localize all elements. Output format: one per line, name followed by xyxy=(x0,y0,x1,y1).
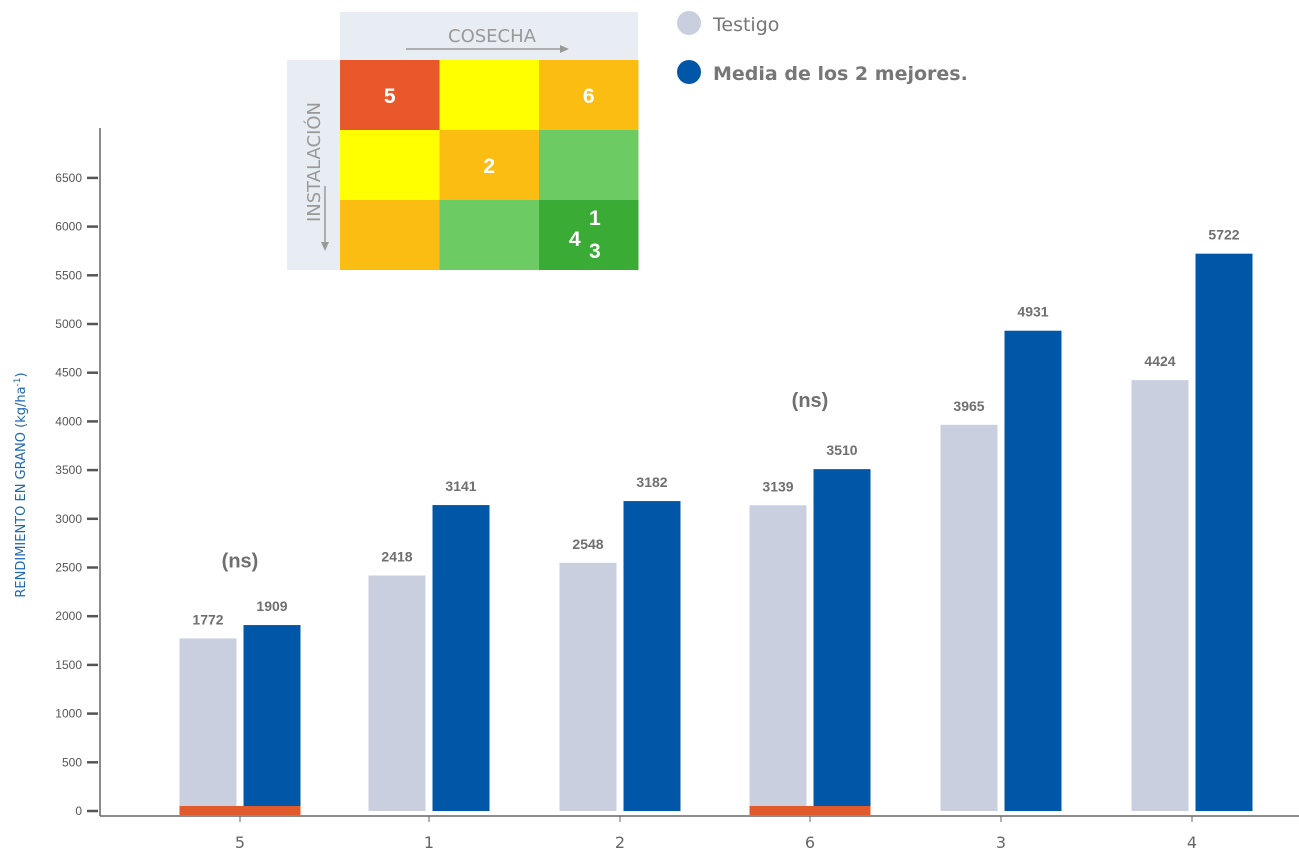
matrix-cell xyxy=(340,200,440,270)
bar-media-4 xyxy=(1195,253,1253,812)
y-tick-label: 1500 xyxy=(55,658,82,672)
value-label: 5722 xyxy=(1208,227,1239,243)
y-tick-label: 4000 xyxy=(55,414,82,428)
ns-marker xyxy=(179,806,301,815)
matrix-cell-label: 3 xyxy=(589,240,601,263)
y-tick-label: 500 xyxy=(62,755,82,769)
ns-annotation: (ns) xyxy=(792,390,829,412)
bar-testigo-5 xyxy=(179,638,237,811)
legend-label-media: Media de los 2 mejores. xyxy=(713,63,968,85)
y-tick-label: 6000 xyxy=(55,220,82,234)
matrix-cell xyxy=(340,60,440,130)
y-ticks: 0 500 1000 1500 2000 2500 3000 3500 4000 4500 5000… xyxy=(55,171,98,818)
matrix-cells: 5 6 2 41 3 xyxy=(340,60,639,270)
bar-media-5 xyxy=(243,625,301,811)
bar-media-6 xyxy=(813,469,871,811)
matrix-header-top-bg xyxy=(340,12,638,60)
matrix-cell xyxy=(439,60,539,130)
bar-media-3 xyxy=(1004,330,1062,811)
value-labels: 1772 1909 2418 3141 2548 3182 3139 3510 3965 4931… xyxy=(192,227,1239,628)
matrix-cell-label: 2 xyxy=(483,155,495,178)
y-tick-label: 1000 xyxy=(55,707,82,721)
value-label: 1772 xyxy=(192,611,223,627)
matrix-header-cosecha: COSECHA xyxy=(448,26,537,47)
bar-testigo-6 xyxy=(749,505,807,811)
bars xyxy=(179,253,1253,815)
value-label: 4931 xyxy=(1017,304,1048,320)
instalacion-arrowhead-icon xyxy=(321,242,329,251)
matrix-cell xyxy=(539,200,639,270)
x-tick-label: 1 xyxy=(424,833,434,852)
y-tick-label: 5500 xyxy=(55,268,82,282)
value-label: 4424 xyxy=(1144,353,1175,369)
value-label: 3139 xyxy=(762,478,793,494)
matrix-cell xyxy=(539,60,639,130)
y-tick-label: 3000 xyxy=(55,512,82,526)
matrix-cell-label: 6 xyxy=(583,85,595,108)
x-tick-label: 5 xyxy=(235,833,245,852)
value-label: 3141 xyxy=(445,478,476,494)
ns-annotation: (ns) xyxy=(222,551,259,573)
bar-testigo-2 xyxy=(559,562,617,811)
matrix-header-instalacion: INSTALACIÓN xyxy=(303,102,325,222)
matrix-cell-label: 4 xyxy=(569,228,581,251)
x-tick-label: 6 xyxy=(805,833,815,852)
legend: Testigo Media de los 2 mejores. xyxy=(677,11,968,85)
x-tick-label: 2 xyxy=(615,833,625,852)
matrix-cell-label: 5 xyxy=(384,85,396,108)
legend-swatch-testigo xyxy=(677,11,701,35)
y-axis-title: RENDIMIENTO EN GRANO (kg/ha-1) xyxy=(13,372,29,597)
value-label: 3510 xyxy=(826,442,857,458)
matrix-cell-label: 1 xyxy=(589,207,601,230)
matrix-cell xyxy=(539,130,639,200)
bar-media-1 xyxy=(432,505,490,811)
bar-testigo-1 xyxy=(368,575,426,811)
value-label: 3182 xyxy=(636,474,667,490)
value-label: 3965 xyxy=(953,398,984,414)
category-labels: 5 1 2 6 3 4 xyxy=(235,816,1197,852)
y-tick-label: 0 xyxy=(75,804,82,818)
y-tick-label: 3500 xyxy=(55,463,82,477)
matrix-cell xyxy=(439,130,539,200)
matrix-cell xyxy=(340,130,440,200)
legend-label-testigo: Testigo xyxy=(712,14,779,36)
y-tick-label: 2500 xyxy=(55,561,82,575)
x-tick-label: 4 xyxy=(1187,833,1197,852)
cosecha-arrowhead-icon xyxy=(560,45,569,53)
y-tick-label: 6500 xyxy=(55,171,82,185)
bar-media-2 xyxy=(623,501,681,811)
value-label: 2548 xyxy=(572,536,603,552)
matrix-cell xyxy=(439,200,539,270)
y-tick-label: 2000 xyxy=(55,609,82,623)
value-label: 1909 xyxy=(256,598,287,614)
bar-testigo-3 xyxy=(940,424,998,811)
ns-marker xyxy=(749,806,871,815)
y-tick-label: 4500 xyxy=(55,366,82,380)
matrix-header-left-bg xyxy=(287,60,340,270)
legend-swatch-media xyxy=(677,60,701,84)
harvest-installation-matrix: COSECHA INSTALACIÓN 5 6 2 41 3 xyxy=(287,12,639,270)
y-tick-label: 5000 xyxy=(55,317,82,331)
x-tick-label: 3 xyxy=(996,833,1006,852)
bar-testigo-4 xyxy=(1131,380,1189,811)
value-label: 2418 xyxy=(381,548,412,564)
